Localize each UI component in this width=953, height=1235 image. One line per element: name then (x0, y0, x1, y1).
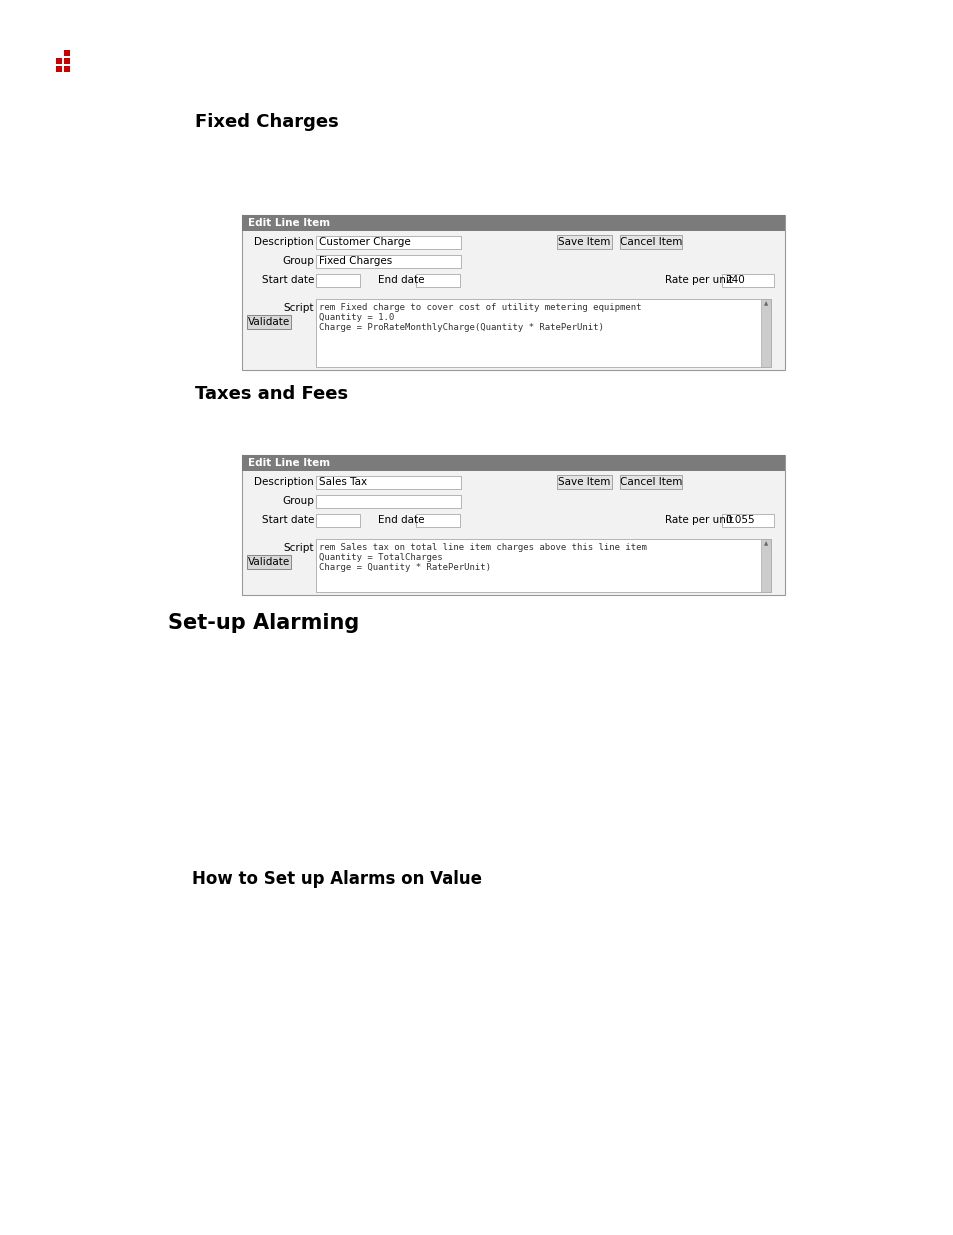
Text: Edit Line Item: Edit Line Item (248, 219, 330, 228)
Text: Start date: Start date (261, 515, 314, 525)
Bar (242, 454, 784, 471)
Text: Cancel Item: Cancel Item (619, 237, 681, 247)
Text: 240: 240 (724, 275, 744, 285)
Text: Quantity = TotalCharges: Quantity = TotalCharges (318, 553, 442, 562)
Text: 0.055: 0.055 (724, 515, 754, 525)
Bar (64, 58, 70, 64)
Bar (557, 235, 612, 249)
Text: Start date: Start date (261, 275, 314, 285)
Bar (619, 475, 681, 489)
Text: Script: Script (283, 303, 314, 312)
Text: Charge = Quantity * RatePerUnit): Charge = Quantity * RatePerUnit) (318, 563, 491, 572)
Bar (315, 494, 460, 508)
Bar (721, 514, 773, 526)
Text: Script: Script (283, 543, 314, 553)
Text: Customer Charge: Customer Charge (318, 237, 411, 247)
Bar (56, 58, 62, 64)
Bar (315, 514, 359, 526)
Text: Rate per unit: Rate per unit (664, 275, 732, 285)
Bar (64, 65, 70, 72)
Bar (247, 555, 291, 569)
Text: Save Item: Save Item (558, 477, 610, 487)
Text: Fixed Charges: Fixed Charges (318, 256, 392, 266)
Text: Sales Tax: Sales Tax (318, 477, 367, 487)
Bar (242, 215, 784, 231)
Bar (557, 475, 612, 489)
Text: Set-up Alarming: Set-up Alarming (168, 613, 359, 634)
Bar (416, 273, 459, 287)
Text: Validate: Validate (248, 317, 290, 327)
Bar (315, 273, 359, 287)
Text: Description: Description (254, 477, 314, 487)
Text: Quantity = 1.0: Quantity = 1.0 (318, 312, 394, 322)
Bar (315, 538, 770, 592)
Text: ▲: ▲ (763, 301, 767, 306)
Text: End date: End date (377, 275, 424, 285)
Text: rem Fixed charge to cover cost of utility metering equipment: rem Fixed charge to cover cost of utilit… (318, 303, 640, 312)
Text: Cancel Item: Cancel Item (619, 477, 681, 487)
Text: Charge = ProRateMonthlyCharge(Quantity * RatePerUnit): Charge = ProRateMonthlyCharge(Quantity *… (318, 324, 603, 332)
Bar (315, 236, 460, 248)
Bar (242, 454, 784, 595)
Bar (64, 49, 70, 56)
Bar (619, 235, 681, 249)
Bar (416, 514, 459, 526)
Text: Taxes and Fees: Taxes and Fees (194, 385, 348, 403)
Text: How to Set up Alarms on Value: How to Set up Alarms on Value (192, 869, 481, 888)
Text: rem Sales tax on total line item charges above this line item: rem Sales tax on total line item charges… (318, 543, 646, 552)
Text: Save Item: Save Item (558, 237, 610, 247)
Bar (760, 299, 770, 367)
Bar (315, 475, 460, 489)
Bar (721, 273, 773, 287)
Bar (56, 65, 62, 72)
Bar (760, 538, 770, 592)
Bar (247, 315, 291, 329)
Bar (315, 254, 460, 268)
Text: Validate: Validate (248, 557, 290, 567)
Bar (242, 215, 784, 370)
Text: Group: Group (282, 256, 314, 266)
Text: ▲: ▲ (763, 541, 767, 547)
Text: Description: Description (254, 237, 314, 247)
Text: Group: Group (282, 496, 314, 506)
Text: Edit Line Item: Edit Line Item (248, 458, 330, 468)
Text: Fixed Charges: Fixed Charges (194, 112, 338, 131)
Text: End date: End date (377, 515, 424, 525)
Text: Rate per unit: Rate per unit (664, 515, 732, 525)
Bar (315, 299, 770, 367)
